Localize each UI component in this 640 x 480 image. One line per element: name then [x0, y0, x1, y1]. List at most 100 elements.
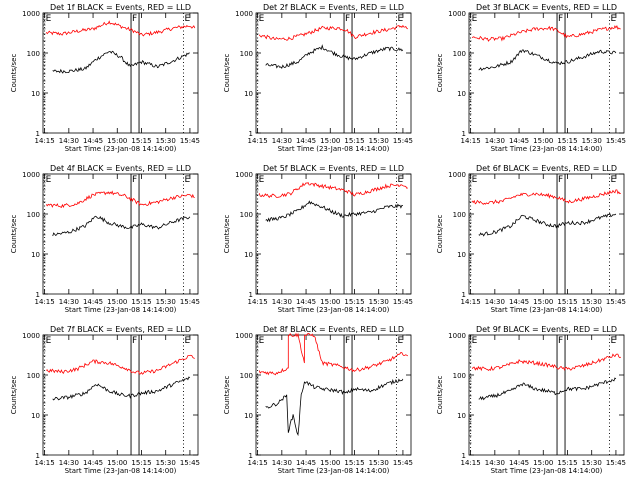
x-axis-label: Start Time (23-Jan-08 14:14:00): [491, 145, 603, 153]
x-axis-label: Start Time (23-Jan-08 14:14:00): [491, 306, 603, 314]
x-tick-label: 14:45: [83, 298, 103, 306]
marker-label: E: [472, 175, 478, 185]
x-tick-label: 15:15: [557, 298, 577, 306]
x-tick-label: 15:45: [393, 459, 413, 467]
marker-label: E: [397, 175, 403, 185]
y-tick-label: 1000: [448, 10, 466, 18]
y-tick-label: 1: [462, 452, 466, 460]
x-tick-label: 14:45: [83, 459, 103, 467]
y-axis-label: Counts/sec: [436, 215, 444, 254]
detector-panel-8: Det 8f BLACK = Events, RED = LLD 1 10 100 10…: [223, 325, 413, 475]
x-tick-label: 15:00: [107, 459, 127, 467]
y-tick-label: 100: [240, 211, 253, 219]
x-tick-label: 14:15: [35, 298, 55, 306]
x-tick-label: 15:00: [320, 137, 340, 145]
events-series-line: [52, 215, 191, 237]
x-tick-label: 14:15: [248, 137, 268, 145]
y-axis-label: Counts/sec: [436, 376, 444, 415]
x-tick-label: 15:15: [344, 298, 364, 306]
y-tick-label: 100: [453, 50, 466, 58]
y-tick-label: 1000: [235, 332, 253, 340]
y-axis-label: Counts/sec: [10, 215, 18, 254]
y-tick-label: 100: [27, 211, 40, 219]
x-tick-label: 15:45: [393, 298, 413, 306]
x-tick-label: 14:15: [35, 137, 55, 145]
marker-label: F: [345, 175, 350, 185]
x-tick-label: 14:15: [461, 459, 481, 467]
detector-panel-9: Det 9f BLACK = Events, RED = LLD 1 10 100 10…: [436, 325, 626, 475]
marker-label: E: [472, 336, 478, 346]
marker-label: E: [610, 336, 616, 346]
panel-title: Det 2f BLACK = Events, RED = LLD: [263, 3, 404, 12]
x-tick-label: 15:00: [533, 298, 553, 306]
plot-frame: [255, 334, 412, 456]
y-tick-label: 10: [457, 412, 466, 420]
marker-label: F: [132, 14, 137, 24]
marker-label: E: [184, 175, 190, 185]
detector-panel-3: Det 3f BLACK = Events, RED = LLD 1 10 100 10…: [436, 3, 626, 153]
panel-title: Det 8f BLACK = Events, RED = LLD: [263, 325, 404, 334]
x-axis-label: Start Time (23-Jan-08 14:14:00): [278, 145, 390, 153]
y-tick-label: 10: [244, 251, 253, 259]
x-tick-label: 15:15: [344, 137, 364, 145]
y-tick-label: 100: [453, 372, 466, 380]
panel-title: Det 1f BLACK = Events, RED = LLD: [50, 3, 191, 12]
panel-title: Det 7f BLACK = Events, RED = LLD: [50, 325, 191, 334]
y-tick-label: 10: [457, 251, 466, 259]
x-tick-label: 15:45: [606, 298, 626, 306]
y-axis-label: Counts/sec: [10, 376, 18, 415]
plot-frame: [42, 173, 199, 295]
x-tick-label: 15:15: [557, 137, 577, 145]
panel-title: Det 6f BLACK = Events, RED = LLD: [476, 164, 617, 173]
x-tick-label: 15:30: [582, 298, 602, 306]
x-tick-label: 15:45: [180, 137, 200, 145]
y-tick-label: 10: [31, 251, 40, 259]
y-tick-label: 1000: [22, 332, 40, 340]
events-series-line: [478, 377, 617, 401]
marker-label: E: [610, 14, 616, 24]
x-tick-label: 15:00: [533, 459, 553, 467]
marker-label: E: [259, 14, 265, 24]
x-tick-label: 15:15: [557, 459, 577, 467]
plot-frame: [42, 334, 199, 456]
detector-panel-5: Det 5f BLACK = Events, RED = LLD 1 10 100 10…: [223, 164, 413, 314]
x-tick-label: 15:45: [606, 459, 626, 467]
lld-series-line: [45, 190, 195, 208]
events-series-line: [478, 213, 617, 237]
x-tick-label: 14:45: [509, 137, 529, 145]
lld-series-line: [471, 189, 621, 205]
y-tick-label: 1000: [22, 171, 40, 179]
detector-panel-2: Det 2f BLACK = Events, RED = LLD 1 10 100 10…: [223, 3, 413, 153]
x-tick-label: 15:15: [131, 459, 151, 467]
marker-label: F: [345, 336, 350, 346]
marker-label: E: [184, 14, 190, 24]
y-tick-label: 1000: [448, 332, 466, 340]
x-tick-label: 15:45: [393, 137, 413, 145]
x-tick-label: 15:45: [180, 459, 200, 467]
marker-label: E: [46, 14, 52, 24]
x-tick-label: 15:45: [606, 137, 626, 145]
marker-label: E: [259, 175, 265, 185]
x-tick-label: 15:30: [369, 137, 389, 145]
detector-panel-4: Det 4f BLACK = Events, RED = LLD 1 10 100 10…: [10, 164, 200, 314]
x-tick-label: 14:15: [248, 459, 268, 467]
panel-title: Det 4f BLACK = Events, RED = LLD: [50, 164, 191, 173]
y-tick-label: 1: [249, 291, 253, 299]
x-tick-label: 14:45: [296, 298, 316, 306]
panel-title: Det 5f BLACK = Events, RED = LLD: [263, 164, 404, 173]
marker-label: F: [558, 14, 563, 24]
x-axis-label: Start Time (23-Jan-08 14:14:00): [491, 467, 603, 475]
x-tick-label: 15:30: [582, 459, 602, 467]
y-tick-label: 100: [27, 372, 40, 380]
plot-frame: [468, 173, 625, 295]
x-tick-label: 14:45: [296, 137, 316, 145]
lld-series-line: [258, 332, 409, 376]
x-tick-label: 15:30: [582, 137, 602, 145]
events-series-line: [52, 376, 191, 401]
marker-label: F: [132, 175, 137, 185]
y-tick-label: 1: [249, 452, 253, 460]
y-tick-label: 1000: [448, 171, 466, 179]
lld-series-line: [45, 354, 195, 375]
lld-series-line: [471, 25, 621, 42]
